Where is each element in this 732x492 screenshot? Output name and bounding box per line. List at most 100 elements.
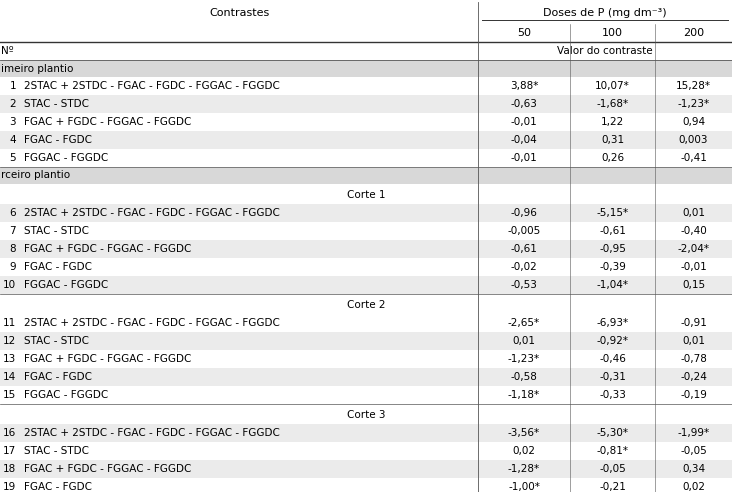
Text: 0,02: 0,02 [682, 482, 705, 492]
Bar [0, 113, 732, 131]
Bar [0, 95, 732, 113]
Bar [0, 204, 732, 222]
Text: -1,23*: -1,23* [677, 99, 709, 109]
Text: FGAC - FGDC: FGAC - FGDC [24, 262, 92, 272]
Text: -0,05: -0,05 [680, 446, 707, 456]
Text: 10: 10 [3, 280, 16, 290]
Text: STAC - STDC: STAC - STDC [24, 99, 89, 109]
Text: 0,01: 0,01 [682, 336, 705, 346]
Text: 0,94: 0,94 [682, 117, 705, 127]
Bar [0, 332, 732, 350]
Text: Corte 2: Corte 2 [347, 301, 385, 310]
Text: -0,01: -0,01 [511, 117, 537, 127]
Text: 2STAC + 2STDC - FGAC - FGDC - FGGAC - FGGDC: 2STAC + 2STDC - FGAC - FGDC - FGGAC - FG… [24, 428, 280, 438]
Text: -5,30*: -5,30* [597, 428, 629, 438]
Bar [0, 407, 732, 424]
Text: 200: 200 [683, 28, 704, 38]
Text: -0,61: -0,61 [599, 226, 626, 236]
Text: -0,39: -0,39 [599, 262, 626, 272]
Text: -1,18*: -1,18* [508, 390, 540, 400]
Text: STAC - STDC: STAC - STDC [24, 226, 89, 236]
Text: 9: 9 [10, 262, 16, 272]
Text: -5,15*: -5,15* [597, 208, 629, 218]
Text: 0,26: 0,26 [601, 153, 624, 163]
Text: 2STAC + 2STDC - FGAC - FGDC - FGGAC - FGGDC: 2STAC + 2STDC - FGAC - FGDC - FGGAC - FG… [24, 81, 280, 91]
Text: FGGAC - FGGDC: FGGAC - FGGDC [24, 153, 108, 163]
Text: rceiro plantio: rceiro plantio [1, 171, 70, 181]
Text: -0,95: -0,95 [599, 244, 626, 254]
Bar [0, 258, 732, 276]
Text: -0,01: -0,01 [680, 262, 707, 272]
Text: -0,24: -0,24 [680, 372, 707, 382]
Text: -1,00*: -1,00* [508, 482, 540, 492]
Text: -2,04*: -2,04* [678, 244, 709, 254]
Bar [0, 42, 732, 60]
Bar [0, 60, 732, 77]
Text: -0,91: -0,91 [680, 318, 707, 328]
Text: STAC - STDC: STAC - STDC [24, 336, 89, 346]
Bar [0, 240, 732, 258]
Bar [0, 424, 732, 442]
Text: 0,31: 0,31 [601, 135, 624, 145]
Text: -0,61: -0,61 [510, 244, 537, 254]
Text: -0,63: -0,63 [510, 99, 537, 109]
Text: 0,02: 0,02 [512, 446, 536, 456]
Text: FGAC - FGDC: FGAC - FGDC [24, 135, 92, 145]
Text: -0,46: -0,46 [599, 354, 626, 364]
Text: 2STAC + 2STDC - FGAC - FGDC - FGGAC - FGGDC: 2STAC + 2STDC - FGAC - FGDC - FGGAC - FG… [24, 208, 280, 218]
Text: -0,04: -0,04 [511, 135, 537, 145]
Bar [0, 222, 732, 240]
Text: 17: 17 [3, 446, 16, 456]
Text: 5: 5 [10, 153, 16, 163]
Text: 10,07*: 10,07* [595, 81, 630, 91]
Text: -0,96: -0,96 [510, 208, 537, 218]
Text: -1,04*: -1,04* [597, 280, 629, 290]
Bar [0, 187, 732, 204]
Text: -0,05: -0,05 [599, 464, 626, 474]
Text: 3,88*: 3,88* [509, 81, 538, 91]
Bar [0, 276, 732, 294]
Text: 6: 6 [10, 208, 16, 218]
Text: 15,28*: 15,28* [676, 81, 711, 91]
Text: STAC - STDC: STAC - STDC [24, 446, 89, 456]
Text: -1,23*: -1,23* [508, 354, 540, 364]
Text: -0,31: -0,31 [599, 372, 626, 382]
Bar [0, 314, 732, 332]
Text: -0,40: -0,40 [680, 226, 707, 236]
Text: 1,22: 1,22 [601, 117, 624, 127]
Text: 8: 8 [10, 244, 16, 254]
Text: 0,15: 0,15 [682, 280, 705, 290]
Bar [0, 368, 732, 386]
Text: -6,93*: -6,93* [597, 318, 629, 328]
Text: imeiro plantio: imeiro plantio [1, 63, 73, 73]
Text: 1: 1 [10, 81, 16, 91]
Text: Corte 3: Corte 3 [347, 410, 385, 421]
Text: Corte 1: Corte 1 [347, 190, 385, 201]
Text: 3: 3 [10, 117, 16, 127]
Bar [0, 386, 732, 404]
Bar [0, 131, 732, 149]
Text: 4: 4 [10, 135, 16, 145]
Text: FGAC + FGDC - FGGAC - FGGDC: FGAC + FGDC - FGGAC - FGGDC [24, 464, 191, 474]
Text: Nº: Nº [1, 46, 14, 56]
Text: 100: 100 [602, 28, 623, 38]
Text: -1,28*: -1,28* [508, 464, 540, 474]
Text: 2STAC + 2STDC - FGAC - FGDC - FGGAC - FGGDC: 2STAC + 2STDC - FGAC - FGDC - FGGAC - FG… [24, 318, 280, 328]
Text: FGAC + FGDC - FGGAC - FGGDC: FGAC + FGDC - FGGAC - FGGDC [24, 117, 191, 127]
Text: -1,68*: -1,68* [597, 99, 629, 109]
Text: 13: 13 [3, 354, 16, 364]
Bar [0, 350, 732, 368]
Text: -3,56*: -3,56* [508, 428, 540, 438]
Text: FGGAC - FGGDC: FGGAC - FGGDC [24, 280, 108, 290]
Text: -0,92*: -0,92* [597, 336, 629, 346]
Bar [0, 2, 732, 24]
Text: 16: 16 [3, 428, 16, 438]
Text: -0,19: -0,19 [680, 390, 707, 400]
Text: -0,02: -0,02 [511, 262, 537, 272]
Text: Contrastes: Contrastes [209, 8, 269, 18]
Bar [0, 167, 732, 184]
Bar [0, 460, 732, 478]
Text: -0,33: -0,33 [599, 390, 626, 400]
Text: 19: 19 [3, 482, 16, 492]
Bar [0, 442, 732, 460]
